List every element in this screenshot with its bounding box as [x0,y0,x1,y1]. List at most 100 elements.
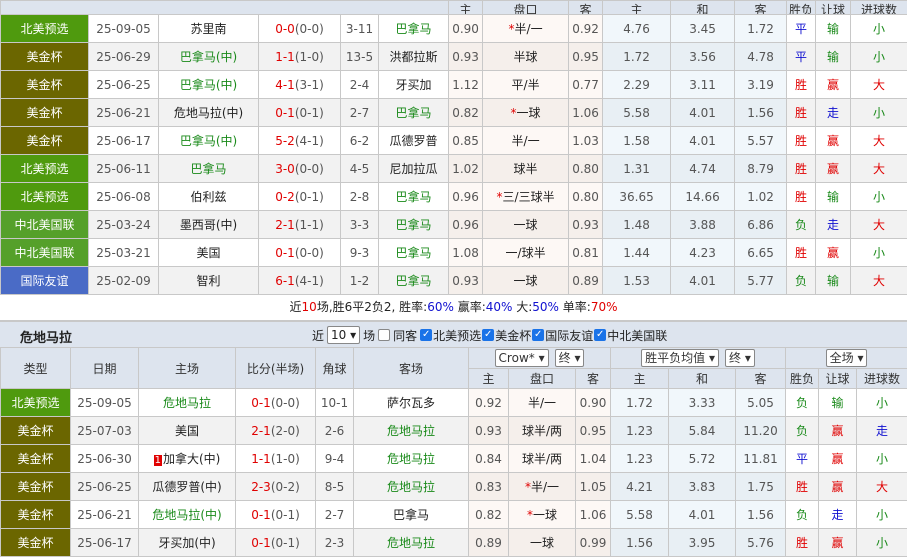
corners: 9-3 [341,239,379,267]
filter-label: 美金杯 [495,327,531,344]
away-team[interactable]: 危地马拉 [354,529,469,557]
home-team[interactable]: 巴拿马(中) [159,127,259,155]
corners: 1-2 [341,267,379,295]
away-team[interactable]: 巴拿马 [379,15,449,43]
away-team[interactable]: 巴拿马 [379,211,449,239]
score[interactable]: 2-1(2-0) [236,417,316,445]
score[interactable]: 0-1(0-1) [236,501,316,529]
away-team[interactable]: 尼加拉瓜 [379,155,449,183]
corners: 9-4 [316,445,354,473]
league-badge[interactable]: 美金杯 [1,501,71,529]
full-score: 2-1 [275,218,295,232]
score[interactable]: 0-1(0-1) [259,99,341,127]
home-team[interactable]: 美国 [159,239,259,267]
league-badge[interactable]: 北美预选 [1,389,71,417]
score[interactable]: 6-1(4-1) [259,267,341,295]
league-badge[interactable]: 美金杯 [1,417,71,445]
match-date: 25-09-05 [89,15,159,43]
handicap-line: 一球 [509,529,576,557]
league-badge[interactable]: 北美预选 [1,155,89,183]
league-badge[interactable]: 美金杯 [1,71,89,99]
away-team[interactable]: 萨尔瓦多 [354,389,469,417]
away-team[interactable]: 巴拿马 [379,183,449,211]
league-badge[interactable]: 美金杯 [1,127,89,155]
away-team[interactable]: 巴拿马 [379,99,449,127]
home-team[interactable]: 巴拿马(中) [159,43,259,71]
filter-checkbox[interactable]: ✓ [594,329,606,341]
home-team[interactable]: 巴拿马(中) [159,71,259,99]
goals-result: 小 [857,501,907,529]
handicap-line: 球半 [483,155,569,183]
filter-checkbox[interactable]: ✓ [420,329,432,341]
away-team[interactable]: 巴拿马 [379,239,449,267]
match-count-select[interactable]: 10 ▾ [327,326,360,344]
league-badge[interactable]: 美金杯 [1,473,71,501]
score[interactable]: 1-1(1-0) [236,445,316,473]
score[interactable]: 0-1(0-0) [259,239,341,267]
home-team[interactable]: 美国 [139,417,236,445]
odds-select[interactable]: 终 ▾ [725,349,755,367]
away-team[interactable]: 瓜德罗普 [379,127,449,155]
away-team[interactable]: 巴拿马 [379,267,449,295]
away-team[interactable]: 巴拿马 [354,501,469,529]
away-team[interactable]: 危地马拉 [354,445,469,473]
score[interactable]: 2-1(1-1) [259,211,341,239]
away-team[interactable]: 洪都拉斯 [379,43,449,71]
away-team[interactable]: 牙买加 [379,71,449,99]
column-header: 客场 [354,348,469,389]
score[interactable]: 0-1(0-0) [236,389,316,417]
home-team[interactable]: 苏里南 [159,15,259,43]
league-badge[interactable]: 美金杯 [1,529,71,557]
away-team[interactable]: 危地马拉 [354,417,469,445]
odds-away-win: 11.20 [736,417,786,445]
league-badge[interactable]: 美金杯 [1,445,71,473]
league-badge[interactable]: 北美预选 [1,15,89,43]
score[interactable]: 2-3(0-2) [236,473,316,501]
away-odds: 0.95 [576,417,611,445]
corners: 6-2 [341,127,379,155]
filter-checkbox[interactable]: ✓ [482,329,494,341]
home-team[interactable]: 巴拿马 [159,155,259,183]
handicap-value: 一球 [517,106,541,120]
home-team[interactable]: 危地马拉(中) [159,99,259,127]
odds-select[interactable]: 全场 ▾ [826,349,868,367]
filter-checkbox[interactable]: ✓ [532,329,544,341]
league-badge[interactable]: 中北美国联 [1,211,89,239]
home-team[interactable]: 智利 [159,267,259,295]
odds-draw: 5.84 [669,417,736,445]
odds-select[interactable]: Crow* ▾ [495,349,549,367]
league-badge[interactable]: 美金杯 [1,43,89,71]
home-team[interactable]: 危地马拉(中) [139,501,236,529]
odds-select[interactable]: 终 ▾ [555,349,585,367]
handicap-result: 输 [816,15,851,43]
home-odds: 0.83 [469,473,509,501]
score[interactable]: 0-0(0-0) [259,15,341,43]
home-team[interactable]: 伯利兹 [159,183,259,211]
league-badge[interactable]: 北美预选 [1,183,89,211]
league-badge[interactable]: 中北美国联 [1,239,89,267]
home-team[interactable]: 墨西哥(中) [159,211,259,239]
handicap-result: 赢 [816,155,851,183]
score[interactable]: 0-1(0-1) [236,529,316,557]
score[interactable]: 1-1(1-0) [259,43,341,71]
half-score: (4-1) [295,134,324,148]
odds-select[interactable]: 胜平负均值 ▾ [641,349,719,367]
same-venue-checkbox[interactable] [378,329,390,341]
odds-home-win: 1.53 [603,267,671,295]
home-team[interactable]: 牙买加(中) [139,529,236,557]
score[interactable]: 0-2(0-1) [259,183,341,211]
league-badge[interactable]: 国际友谊 [1,267,89,295]
score[interactable]: 5-2(4-1) [259,127,341,155]
score[interactable]: 4-1(3-1) [259,71,341,99]
league-badge[interactable]: 美金杯 [1,99,89,127]
home-team[interactable]: 危地马拉 [139,389,236,417]
score[interactable]: 3-0(0-0) [259,155,341,183]
column-header: 客 [576,369,611,389]
away-team[interactable]: 危地马拉 [354,473,469,501]
home-team[interactable]: 瓜德罗普(中) [139,473,236,501]
